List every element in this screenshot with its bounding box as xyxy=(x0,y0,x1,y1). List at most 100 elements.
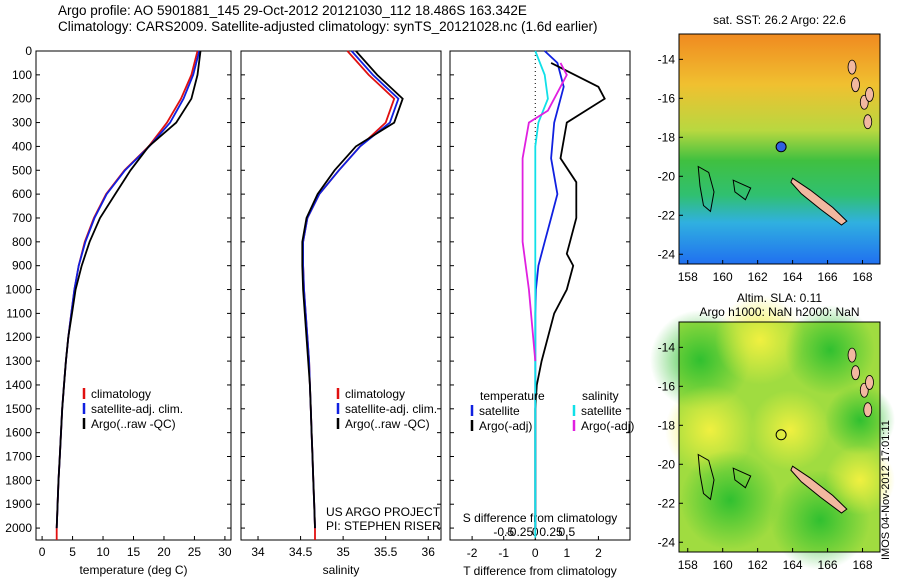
reef-outline xyxy=(697,165,715,213)
x-tick-label-S: -0.25 xyxy=(506,525,534,539)
legend-label: Argo(-adj) xyxy=(581,419,634,433)
x-tick-label: 10 xyxy=(96,545,110,559)
series-line-s-argo-adj- xyxy=(521,62,568,362)
lon-tick-label: 166 xyxy=(818,270,838,284)
y-tick-label: 2000 xyxy=(5,521,32,535)
vanuatu-island xyxy=(847,347,857,363)
x-tick-label: 34 xyxy=(251,545,265,559)
y-tick-label: 300 xyxy=(12,116,32,130)
x-tick-label: 25 xyxy=(188,545,202,559)
reef-outline xyxy=(697,453,715,501)
y-tick-label: 0 xyxy=(25,44,32,58)
map-frame xyxy=(678,321,881,553)
lat-tick-label: -20 xyxy=(658,169,676,183)
y-tick-label: 700 xyxy=(12,211,32,225)
plot-frame xyxy=(35,50,232,541)
reef-outline xyxy=(732,467,752,489)
lon-tick-label: 164 xyxy=(783,270,803,284)
series-line-satellite-adj-clim- xyxy=(55,50,201,529)
y-tick-label: 1600 xyxy=(5,426,32,440)
lon-tick-label: 166 xyxy=(818,558,838,572)
title-line-1: Argo profile: AO 5901881_145 29-Oct-2012… xyxy=(58,3,527,18)
legend-label: satellite xyxy=(581,404,622,418)
vanuatu-island xyxy=(851,77,860,93)
vanuatu-island xyxy=(865,87,874,102)
sla-blob xyxy=(715,295,805,385)
legend-label: satellite-adj. clim. xyxy=(91,402,183,416)
x-tick-label: 15 xyxy=(127,545,141,559)
x-tick-label: 34.5 xyxy=(289,545,313,559)
series-line-argo-raw-qc- xyxy=(301,50,404,529)
lon-tick-label: 164 xyxy=(783,558,803,572)
lon-tick-label: 168 xyxy=(853,270,873,284)
legend-label: Argo(..raw -QC) xyxy=(345,417,430,431)
lon-tick-label: 158 xyxy=(678,558,698,572)
lon-tick-label: 168 xyxy=(853,558,873,572)
lon-tick-label: 162 xyxy=(748,558,768,572)
sla-blob xyxy=(680,450,780,550)
x-tick-label-T: 1 xyxy=(563,546,570,560)
legend-label: climatology xyxy=(345,387,405,401)
sla-blob xyxy=(750,390,830,470)
series-line-argo-raw-qc- xyxy=(55,50,202,529)
y-tick-label: 900 xyxy=(12,259,32,273)
sla-blob xyxy=(825,385,895,455)
x-axis-label: salinity xyxy=(323,563,360,577)
x-axis-label: T difference from climatology xyxy=(463,564,617,578)
map-title: sat. SST: 26.2 Argo: 22.6 xyxy=(713,13,846,27)
legend-header: temperature xyxy=(480,389,545,403)
lat-tick-label: -24 xyxy=(658,535,676,549)
profile-location-marker xyxy=(775,429,787,441)
lat-tick-label: -16 xyxy=(658,379,676,393)
sla-blob xyxy=(825,445,895,515)
x-axis-label-top: S difference from climatology xyxy=(463,511,618,525)
y-tick-label: 1400 xyxy=(5,378,32,392)
x-tick-label-T: 0 xyxy=(532,546,539,560)
lat-tick-label: -14 xyxy=(658,340,676,354)
y-tick-label: 200 xyxy=(12,92,32,106)
legend-header: salinity xyxy=(582,389,619,403)
x-tick-label: 35.5 xyxy=(374,545,398,559)
map-frame xyxy=(678,33,881,265)
y-tick-label: 400 xyxy=(12,139,32,153)
y-tick-label: 1000 xyxy=(5,283,32,297)
x-tick-label-T: -1 xyxy=(498,546,509,560)
y-tick-label: 100 xyxy=(12,68,32,82)
legend-label: satellite-adj. clim. xyxy=(345,402,437,416)
x-tick-label: 20 xyxy=(157,545,171,559)
x-tick-label: 5 xyxy=(69,545,76,559)
legend-label: satellite xyxy=(479,404,520,418)
lat-tick-label: -22 xyxy=(658,496,676,510)
x-tick-label: 36 xyxy=(422,545,436,559)
series-line-t-argo-adj- xyxy=(534,62,606,529)
x-axis-label: temperature (deg C) xyxy=(79,563,187,577)
series-line-s-satellite xyxy=(534,50,549,538)
lon-tick-label: 158 xyxy=(678,270,698,284)
reef-outline xyxy=(732,179,752,201)
x-tick-label-S: 0.25 xyxy=(539,525,563,539)
y-tick-label: 1100 xyxy=(6,306,32,320)
legend-label: Argo(..raw -QC) xyxy=(91,417,176,431)
x-tick-label: 35 xyxy=(336,545,350,559)
x-tick-label-T: 2 xyxy=(595,546,602,560)
series-line-climatology xyxy=(302,50,396,540)
x-tick-label: 0 xyxy=(39,545,46,559)
vanuatu-island xyxy=(847,59,857,75)
y-tick-label: 500 xyxy=(12,163,32,177)
title-line-2: Climatology: CARS2009. Satellite-adjuste… xyxy=(58,19,598,34)
lon-tick-label: 162 xyxy=(748,270,768,284)
y-tick-label: 800 xyxy=(12,235,32,249)
timestamp-stamp: IMOS 04-Nov-2012 17:01:11 xyxy=(880,420,892,560)
profile-location-marker xyxy=(775,141,787,153)
x-tick-label: 30 xyxy=(218,545,232,559)
lat-tick-label: -16 xyxy=(658,91,676,105)
y-tick-label: 1200 xyxy=(5,330,32,344)
legend-label: Argo(-adj) xyxy=(479,419,532,433)
map-title: Altim. SLA: 0.11 xyxy=(737,291,822,305)
vanuatu-island xyxy=(851,365,860,381)
vanuatu-island xyxy=(863,114,873,130)
lat-tick-label: -20 xyxy=(658,457,676,471)
lat-tick-label: -24 xyxy=(658,247,676,261)
annotation-text: PI: STEPHEN RISER xyxy=(326,519,441,533)
